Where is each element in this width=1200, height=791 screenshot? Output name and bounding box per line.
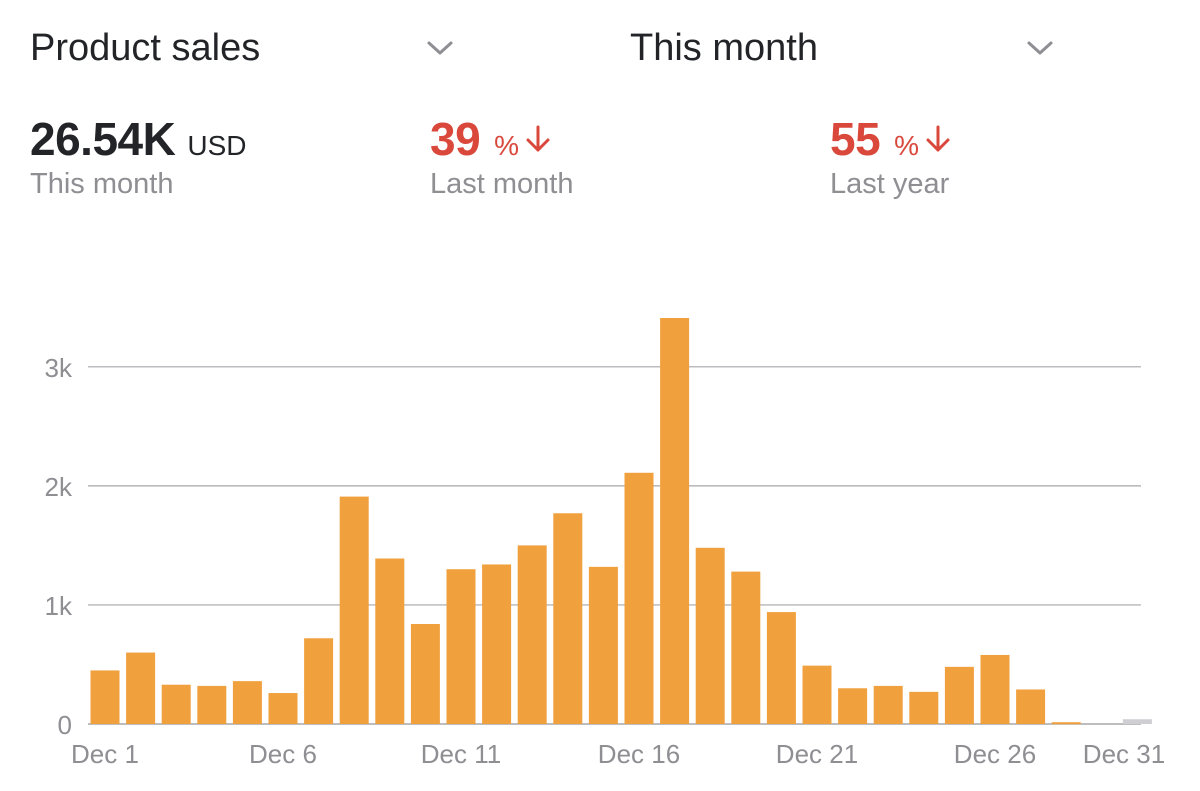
- bar-dec-11: [446, 569, 476, 724]
- metric-dropdown-label: Product sales: [30, 26, 261, 69]
- stat-last-month-unit: %: [494, 130, 520, 161]
- bar-dec-16: [624, 472, 654, 724]
- bar-dec-15: [588, 566, 618, 724]
- bar-dec-21: [802, 665, 832, 724]
- x-tick-label: Dec 21: [776, 739, 858, 769]
- stat-this-month-caption: This month: [30, 168, 174, 200]
- chevron-down-icon: [1027, 41, 1053, 55]
- bar-dec-7: [304, 638, 334, 724]
- stat-last-year-caption: Last year: [830, 168, 950, 200]
- stat-last-year-unit: %: [894, 130, 920, 161]
- bar-dec-3: [161, 684, 191, 724]
- x-tick-label: Dec 26: [954, 739, 1036, 769]
- bar-dec-4: [197, 685, 227, 724]
- bar-dec-12: [482, 564, 512, 724]
- stat-this-month-unit: USD: [187, 130, 247, 161]
- stat-last-year-value: 55: [830, 113, 881, 165]
- bar-dec-19: [731, 571, 761, 724]
- bar-dec-27: [1016, 689, 1046, 724]
- bar-dec-10: [410, 623, 440, 724]
- stat-last-month-caption: Last month: [430, 168, 574, 200]
- bar-dec-17: [660, 318, 690, 724]
- stat-last-year: 55 % Last year: [830, 112, 951, 201]
- stat-last-month-value: 39: [430, 113, 481, 165]
- bar-dec-24: [909, 691, 939, 724]
- bar-dec-2: [126, 652, 156, 724]
- bar-dec-20: [766, 612, 796, 724]
- x-tick-label: Dec 1: [71, 739, 139, 769]
- bar-dec-28: [1051, 722, 1081, 725]
- stat-this-month-value: 26.54K: [30, 113, 176, 165]
- bar-dec-23: [873, 685, 903, 724]
- bar-dec-8: [339, 496, 369, 724]
- period-dropdown[interactable]: This month: [630, 24, 1055, 72]
- bar-dec-1: [90, 670, 120, 724]
- bar-dec-30: [1122, 719, 1152, 724]
- bar-dec-13: [517, 545, 547, 724]
- x-tick-label: Dec 11: [421, 739, 501, 769]
- metric-dropdown[interactable]: Product sales: [30, 24, 455, 72]
- x-tick-label: Dec 31: [1083, 739, 1165, 769]
- period-dropdown-label: This month: [630, 26, 818, 69]
- y-tick-label: 0: [58, 710, 72, 740]
- y-tick-label: 3k: [45, 353, 73, 383]
- y-tick-label: 2k: [45, 472, 73, 502]
- x-tick-label: Dec 6: [249, 739, 317, 769]
- chevron-down-icon: [427, 41, 453, 55]
- bar-dec-6: [268, 693, 298, 724]
- bar-dec-26: [980, 654, 1010, 724]
- arrow-down-icon: [926, 125, 950, 152]
- bar-dec-9: [375, 558, 405, 724]
- bar-dec-18: [695, 547, 725, 724]
- x-tick-label: Dec 16: [598, 739, 680, 769]
- y-tick-label: 1k: [45, 591, 73, 621]
- bar-dec-25: [944, 666, 974, 724]
- stat-last-month: 39 % Last month: [430, 112, 573, 201]
- sales-bar-chart: 0 1k 2k 3k Dec 1 Dec 6 Dec 11 Dec 16 Dec 21 Dec 2…: [45, 318, 1165, 769]
- bar-dec-5: [232, 681, 262, 724]
- arrow-down-icon: [526, 125, 550, 152]
- bar-dec-22: [838, 688, 868, 724]
- stat-this-month: 26.54K USD This month: [30, 112, 246, 201]
- bar-dec-14: [553, 513, 583, 724]
